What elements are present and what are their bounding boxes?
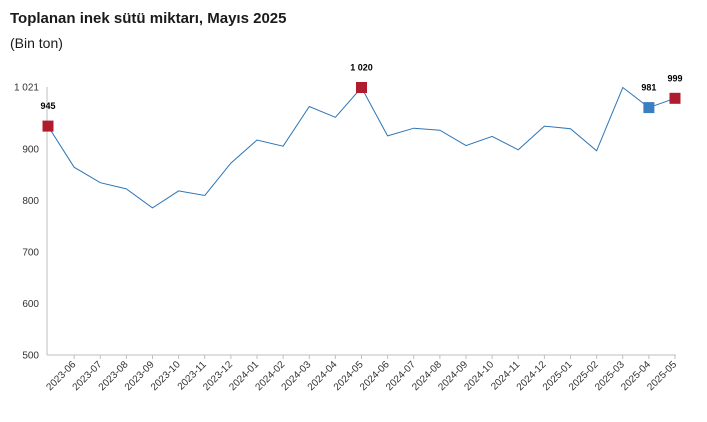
data-label: 981 [641,83,656,93]
y-tick-label: 1 021 [14,83,39,94]
series-line [47,86,676,209]
data-label: 999 [667,73,682,83]
chart-subtitle: (Bin ton) [10,35,63,51]
y-tick-label: 800 [22,196,39,207]
highlight-marker [669,92,681,104]
chart-title: Toplanan inek sütü miktarı, Mayıs 2025 [10,10,287,27]
highlight-marker [42,120,54,132]
y-tick-label: 900 [22,145,39,156]
data-label: 1 020 [350,63,373,73]
y-tick-label: 500 [22,351,39,362]
x-tick-label: 2025-05 [645,359,679,393]
highlight-marker [643,102,655,114]
highlight-marker [356,82,367,93]
y-tick-label: 600 [22,299,39,310]
data-label: 945 [40,101,55,111]
y-tick-label: 700 [22,248,39,259]
